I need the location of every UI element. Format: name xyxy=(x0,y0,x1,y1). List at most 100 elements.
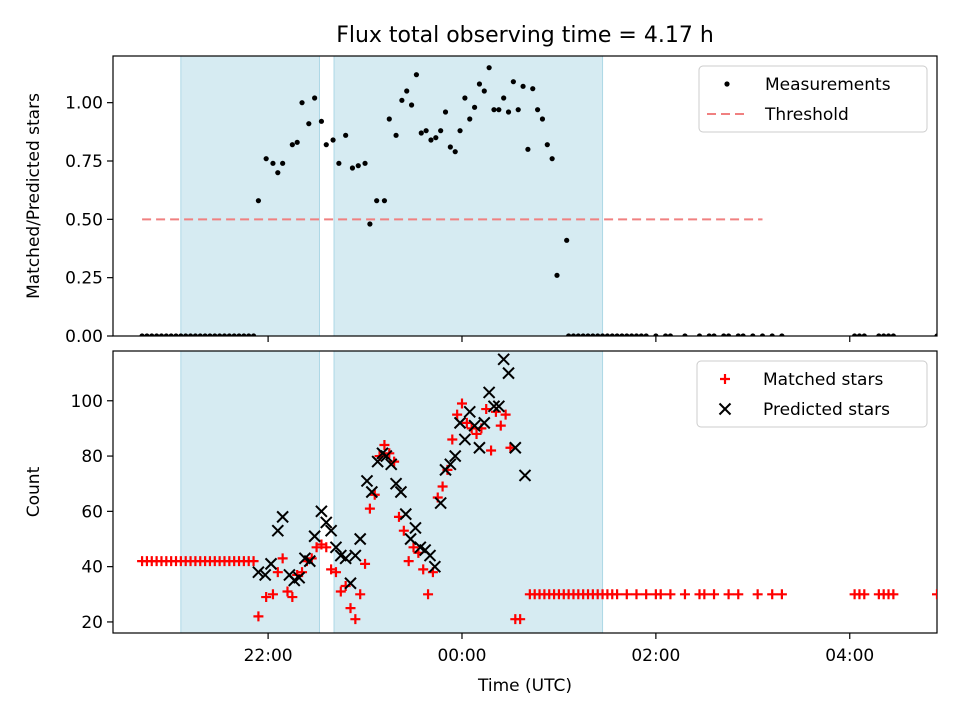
measurement-point xyxy=(428,137,434,143)
measurement-point xyxy=(544,142,550,148)
measurement-point xyxy=(750,333,756,336)
measurement-point xyxy=(779,333,785,336)
predicted-star-point xyxy=(502,366,515,380)
matched-star-point xyxy=(495,420,506,431)
measurement-point xyxy=(682,333,688,336)
measurement-point xyxy=(374,198,380,204)
measurement-point xyxy=(241,333,247,336)
predicted-star-point xyxy=(434,496,447,510)
measurement-point xyxy=(144,333,150,336)
y-tick-label: 20 xyxy=(81,613,103,633)
predicted-star-point xyxy=(365,485,379,499)
predicted-star-point xyxy=(389,477,403,490)
measurement-point xyxy=(706,333,712,336)
measurement-point xyxy=(619,333,625,336)
measurement-point xyxy=(447,144,453,150)
measurement-point xyxy=(525,146,531,152)
matched-star-point xyxy=(335,586,346,597)
predicted-star-point xyxy=(252,565,265,579)
predicted-star-point xyxy=(360,474,374,488)
matched-star-point xyxy=(679,589,690,600)
matched-star-point xyxy=(355,589,366,600)
measurement-point xyxy=(881,333,887,336)
predicted-star-point xyxy=(371,455,384,468)
measurement-point xyxy=(476,81,483,87)
predicted-star-point xyxy=(409,521,422,535)
matched-star-point xyxy=(267,589,278,600)
measurement-point xyxy=(633,333,640,336)
predicted-star-point xyxy=(315,505,328,518)
predicted-star-point xyxy=(399,507,412,521)
matched-star-point xyxy=(665,589,676,600)
measurement-point xyxy=(349,165,356,171)
matched-star-point xyxy=(456,398,467,409)
measurement-point xyxy=(735,333,741,336)
measurement-point xyxy=(861,333,867,336)
legend-box xyxy=(696,360,928,428)
measurement-point xyxy=(312,95,318,101)
plot-area xyxy=(137,353,937,625)
measurement-point xyxy=(501,95,507,101)
measurement-point xyxy=(590,333,596,336)
matched-star-point xyxy=(272,567,283,578)
predicted-star-point xyxy=(380,449,393,463)
measurement-point xyxy=(139,333,145,336)
predicted-star-point xyxy=(473,441,486,454)
legend-label: Predicted stars xyxy=(763,400,890,420)
measurement-point xyxy=(643,333,649,336)
shaded-interval xyxy=(180,350,320,634)
measurement-point xyxy=(355,163,361,169)
measurement-point xyxy=(386,116,392,122)
matched-star-point xyxy=(364,503,375,514)
measurement-point xyxy=(221,333,228,336)
matched-star-point xyxy=(767,589,778,600)
measurement-point xyxy=(187,333,194,336)
y-tick-label: 1.00 xyxy=(65,94,103,114)
matched-star-point xyxy=(321,542,332,553)
measurement-point xyxy=(535,107,541,113)
measurement-point xyxy=(275,170,281,176)
measurement-point xyxy=(323,142,329,148)
predicted-star-point xyxy=(487,400,501,413)
measurement-point xyxy=(554,272,560,278)
measurement-point xyxy=(413,72,420,78)
measurement-point xyxy=(202,333,208,336)
measurement-point xyxy=(496,107,502,113)
y-tick-label: 100 xyxy=(71,392,103,412)
plot-area xyxy=(139,65,937,336)
matched-star-point xyxy=(752,589,763,600)
predicted-star-point xyxy=(428,560,442,573)
y-axis-label: Count xyxy=(24,466,44,517)
matched-star-point xyxy=(452,409,463,420)
measurement-point xyxy=(423,128,429,134)
axes-frame xyxy=(112,55,938,337)
matched-star-point xyxy=(398,525,409,536)
matched-star-point xyxy=(481,404,492,415)
measurement-point xyxy=(740,333,746,336)
matched-star-point xyxy=(345,603,356,614)
predicted-star-point xyxy=(444,458,457,471)
chart-title: Flux total observing time = 4.17 h xyxy=(336,23,714,48)
measurement-point xyxy=(725,333,732,336)
predicted-star-point xyxy=(308,530,321,543)
matched-star-point xyxy=(360,558,371,569)
measurement-point xyxy=(624,333,630,336)
predicted-star-point xyxy=(497,353,510,366)
matched-star-point xyxy=(709,589,720,600)
predicted-star-point xyxy=(320,516,333,529)
matched-star-point xyxy=(505,442,516,453)
predicted-star-point xyxy=(468,419,481,432)
matched-star-point xyxy=(515,614,526,625)
measurement-point xyxy=(250,333,257,336)
matched-star-point xyxy=(403,556,414,567)
matched-star-point xyxy=(287,592,298,603)
top-panel: 0.00 0.25 0.50 0.75 1.00 Matched/Predicted st… xyxy=(24,55,938,347)
matched-star-point xyxy=(408,542,419,553)
measurement-point xyxy=(381,198,388,204)
matched-star-point xyxy=(277,553,288,564)
matched-star-point xyxy=(486,445,497,456)
measurement-point xyxy=(442,109,449,115)
legend-label: Measurements xyxy=(765,75,891,95)
matched-star-point xyxy=(723,589,734,600)
measurement-point xyxy=(318,118,325,124)
